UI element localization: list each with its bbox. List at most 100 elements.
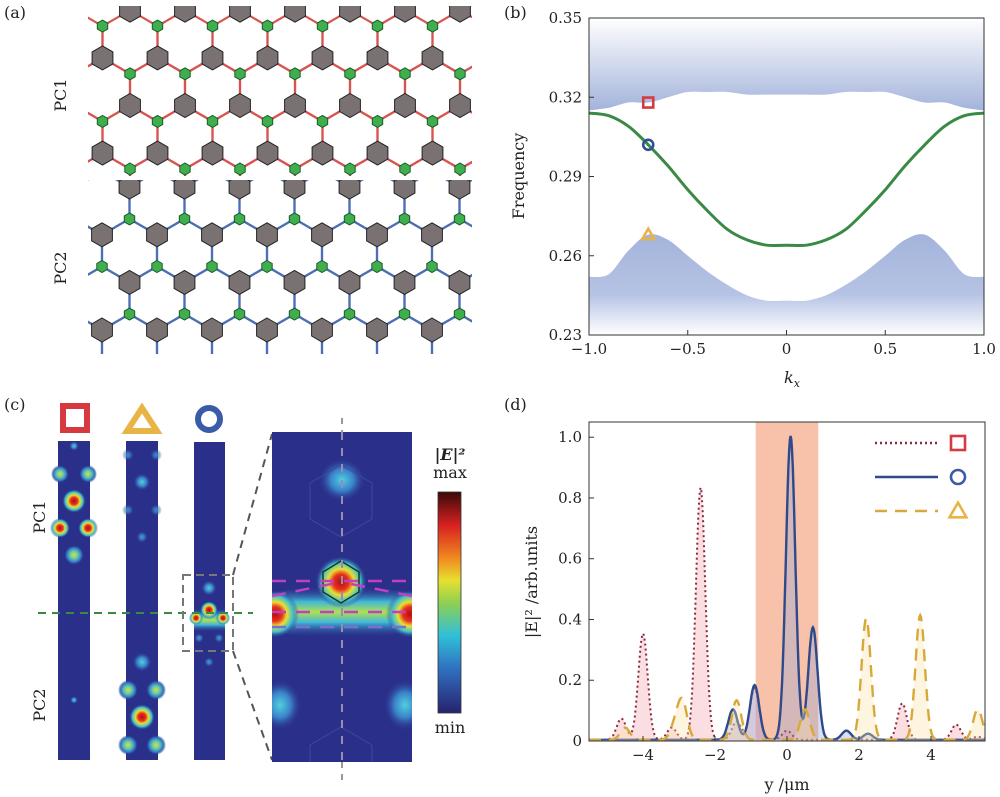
small-rod — [398, 212, 411, 226]
small-rod — [344, 162, 356, 176]
small-rod — [592, 211, 602, 223]
large-rod — [448, 180, 471, 200]
large-rod — [284, 366, 305, 390]
y-tick-label: 1.0 — [558, 428, 582, 446]
small-rod — [179, 162, 191, 176]
large-rod — [37, 223, 58, 247]
small-rod — [565, 68, 575, 80]
y-axis-label: |E|² /arb.units — [522, 526, 541, 638]
small-rod — [42, 20, 52, 32]
large-rod — [366, 45, 389, 71]
small-rod — [70, 68, 80, 80]
y-tick-label: 0.29 — [549, 168, 582, 186]
small-rod — [206, 19, 219, 33]
large-rod — [283, 269, 306, 295]
panel-label-c: (c) — [4, 395, 25, 414]
small-rod — [482, 261, 492, 273]
small-rod — [454, 67, 466, 81]
lattice-pc2 — [14, 165, 580, 390]
large-rod — [64, 366, 85, 390]
small-rod — [482, 356, 492, 368]
large-rod — [146, 222, 168, 248]
y-tick-label: 0 — [572, 732, 582, 750]
y-tick-label: 0.32 — [549, 88, 582, 106]
small-rod — [317, 165, 327, 177]
small-rod — [510, 68, 520, 80]
small-rod — [482, 211, 492, 223]
small-rod — [96, 114, 109, 128]
small-rod — [152, 356, 162, 368]
x-tick-label: −2 — [704, 746, 726, 764]
zoom-box — [182, 574, 234, 652]
small-rod — [482, 115, 492, 127]
large-rod — [311, 45, 334, 71]
small-rod — [151, 19, 164, 33]
small-rod — [372, 211, 382, 223]
square-marker-icon — [641, 96, 655, 109]
large-rod — [366, 140, 389, 166]
small-rod — [620, 163, 630, 175]
small-rod — [344, 67, 356, 81]
large-rod — [65, 0, 86, 22]
large-rod — [394, 6, 416, 23]
large-rod — [504, 270, 525, 294]
small-rod — [124, 67, 136, 81]
square-marker-icon — [949, 434, 967, 452]
large-rod — [65, 189, 86, 213]
large-rod — [256, 140, 279, 166]
large-rod — [91, 45, 114, 71]
large-rod — [256, 45, 279, 71]
large-rod — [229, 366, 250, 390]
small-rod — [14, 308, 24, 320]
x-tick-label: −1.0 — [571, 340, 607, 358]
colorbar-min-label: min — [435, 718, 466, 737]
small-rod — [124, 162, 136, 176]
large-rod — [256, 222, 278, 248]
small-rod — [537, 261, 547, 273]
circle-mode-fill — [589, 436, 985, 741]
y-tick-label: 0.23 — [549, 326, 582, 344]
small-rod — [372, 165, 382, 177]
small-rod — [537, 211, 547, 223]
large-rod — [311, 317, 333, 343]
y-tick-label: 0.26 — [549, 247, 582, 265]
circle-marker-icon — [641, 138, 655, 152]
large-rod — [559, 366, 580, 390]
small-rod — [316, 19, 329, 33]
pc1-label: PC1 — [51, 78, 70, 111]
large-rod — [173, 269, 196, 295]
colorbar-title: |E|² — [435, 445, 466, 464]
large-rod — [64, 175, 85, 199]
small-rod — [537, 115, 547, 127]
large-rod — [421, 222, 443, 248]
small-rod — [207, 356, 217, 368]
circle-marker-icon — [195, 405, 223, 433]
small-rod — [398, 307, 411, 321]
large-rod — [339, 366, 360, 390]
small-rod — [261, 259, 273, 274]
small-rod — [207, 211, 217, 223]
large-rod — [174, 6, 196, 23]
small-rod — [179, 67, 191, 81]
small-rod — [42, 165, 52, 177]
small-rod — [454, 162, 466, 176]
small-rod — [399, 162, 411, 176]
x-tick-label: 0.5 — [873, 340, 897, 358]
pc2-label: PC2 — [51, 251, 70, 284]
large-rod — [256, 317, 278, 343]
panel-label-a: (a) — [4, 3, 26, 22]
large-rod — [201, 317, 223, 343]
y-tick-label: 0.4 — [558, 610, 582, 628]
small-rod — [97, 356, 107, 368]
large-rod — [119, 92, 141, 119]
small-rod — [123, 307, 136, 321]
large-rod — [394, 366, 415, 390]
small-rod — [482, 20, 492, 32]
large-rod — [449, 6, 471, 23]
y-tick-label: 0.35 — [549, 9, 582, 27]
large-rod — [505, 94, 526, 118]
small-rod — [69, 308, 79, 320]
small-rod — [151, 259, 163, 274]
large-rod — [532, 141, 553, 165]
